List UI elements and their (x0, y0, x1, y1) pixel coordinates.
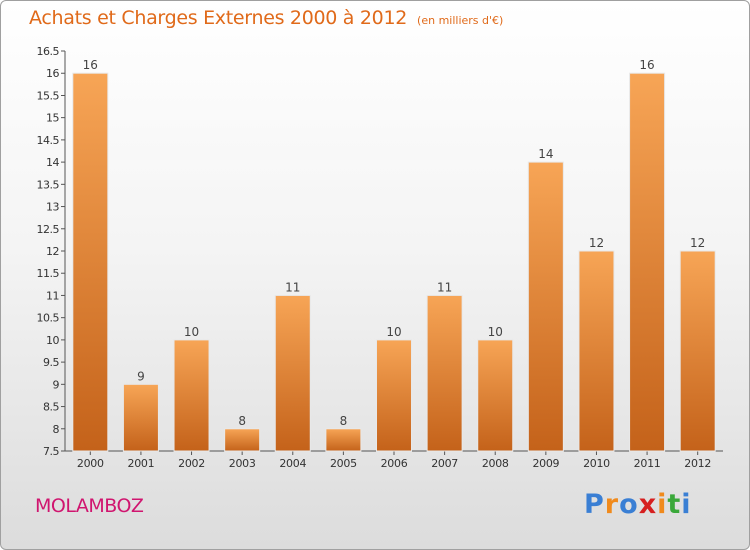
logo-letter: x (638, 489, 658, 520)
y-tick-label: 12.5 (37, 223, 60, 236)
x-tick-label: 2001 (128, 457, 155, 470)
y-tick-label: 13.5 (37, 178, 60, 191)
logo-letter: o (619, 489, 639, 520)
y-tick-label: 15.5 (37, 89, 60, 102)
y-tick-label: 13 (46, 201, 59, 214)
chart-title: Achats et Charges Externes 2000 à 2012 (e… (29, 7, 503, 29)
bar-value-label: 11 (437, 280, 452, 294)
bar-value-label: 8 (238, 414, 246, 428)
x-tick-label: 2000 (77, 457, 104, 470)
bar (629, 72, 666, 452)
bar-value-label: 14 (538, 147, 553, 161)
y-tick-label: 11.5 (37, 267, 60, 280)
bar (578, 250, 615, 452)
bar-value-label: 16 (639, 58, 654, 72)
x-tick-label: 2011 (634, 457, 661, 470)
bar (527, 161, 564, 452)
proxiti-logo: Proxiti (584, 489, 692, 520)
y-tick-label: 9.5 (43, 356, 59, 369)
y-tick-label: 15 (46, 112, 59, 125)
bar-value-label: 16 (83, 58, 98, 72)
y-tick-label: 16.5 (37, 45, 60, 58)
y-tick-label: 12 (46, 245, 59, 258)
x-tick-label: 2012 (684, 457, 711, 470)
bar-value-label: 12 (690, 236, 705, 250)
bar-value-label: 10 (184, 325, 199, 339)
x-tick-label: 2005 (330, 457, 357, 470)
y-tick-label: 16 (46, 67, 59, 80)
logo-letter: i (657, 489, 668, 520)
x-tick-label: 2002 (178, 457, 205, 470)
chart-title-text: Achats et Charges Externes 2000 à 2012 (29, 7, 408, 29)
bar-value-label: 10 (386, 325, 401, 339)
y-tick-label: 7.5 (43, 445, 59, 458)
bar (426, 294, 463, 452)
x-tick-label: 2009 (532, 457, 559, 470)
bar-value-label: 10 (488, 325, 503, 339)
chart-bars (72, 72, 716, 452)
logo-letter: i (681, 489, 692, 520)
bar (274, 294, 311, 452)
bar (477, 339, 514, 452)
y-tick-label: 8 (53, 423, 60, 436)
y-tick-label: 14 (46, 156, 59, 169)
y-tick-label: 9 (53, 378, 60, 391)
bar (679, 250, 716, 452)
y-tick-label: 14.5 (37, 134, 60, 147)
x-tick-label: 2010 (583, 457, 610, 470)
commune-name: MOLAMBOZ (35, 495, 144, 517)
bar (122, 383, 159, 452)
bar-value-label: 9 (137, 369, 145, 383)
logo-letter: P (584, 489, 605, 520)
bar-value-label: 12 (589, 236, 604, 250)
x-tick-label: 2006 (381, 457, 408, 470)
y-tick-label: 8.5 (43, 401, 59, 414)
y-tick-label: 10 (46, 334, 59, 347)
x-tick-label: 2003 (229, 457, 256, 470)
x-tick-label: 2008 (482, 457, 509, 470)
x-tick-label: 2007 (431, 457, 458, 470)
x-tick-label: 2004 (279, 457, 306, 470)
bar (376, 339, 412, 452)
bar (173, 339, 210, 452)
y-tick-label: 11 (46, 289, 59, 302)
bar (72, 72, 109, 452)
bar (224, 428, 261, 452)
logo-letter: t (667, 489, 682, 520)
bar-value-label: 11 (285, 280, 300, 294)
logo-letter: r (604, 489, 620, 520)
chart-data-labels: 16 9 10 8 11 8 10 11 10 14 12 16 12 (83, 58, 706, 428)
chart-unit-label: (en milliers d'€) (417, 14, 504, 27)
y-tick-label: 10.5 (37, 312, 60, 325)
bar (325, 428, 362, 452)
bar-value-label: 8 (340, 414, 348, 428)
